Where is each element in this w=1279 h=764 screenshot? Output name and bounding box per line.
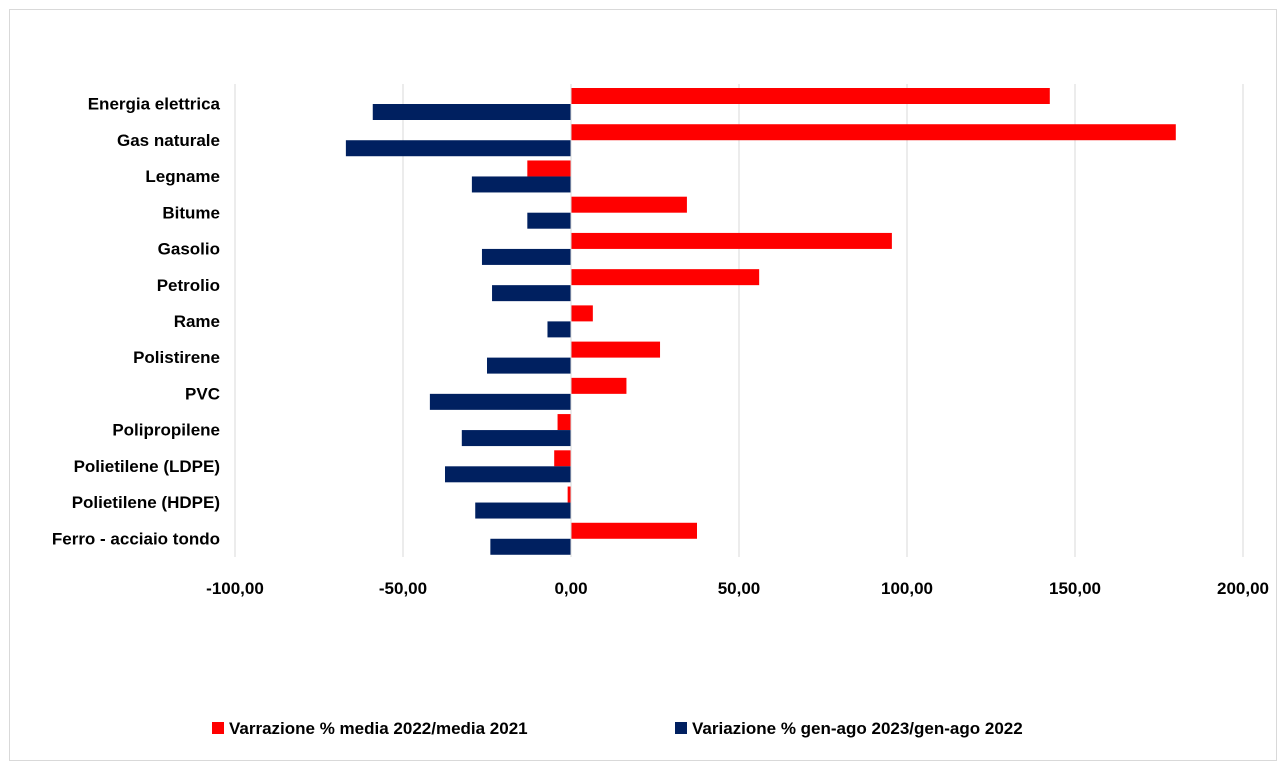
x-tick-label: 50,00 <box>718 579 761 598</box>
bar-media-2022 <box>571 232 892 249</box>
x-tick-label: -100,00 <box>206 579 264 598</box>
bar-gen-ago-2023 <box>471 176 571 193</box>
x-tick-label: 0,00 <box>554 579 587 598</box>
bar-media-2022 <box>571 341 661 358</box>
legend-label: Varrazione % media 2022/media 2021 <box>229 719 528 738</box>
bar-media-2022 <box>554 450 571 467</box>
category-label: Petrolio <box>157 276 220 295</box>
bar-gen-ago-2023 <box>490 538 571 555</box>
bar-gen-ago-2023 <box>372 104 571 120</box>
category-label: Polietilene (HDPE) <box>72 493 220 512</box>
bar-media-2022 <box>557 414 571 431</box>
bar-media-2022 <box>571 124 1176 141</box>
bar-media-2022 <box>571 377 627 394</box>
bar-gen-ago-2023 <box>345 140 571 157</box>
bar-media-2022 <box>571 88 1050 104</box>
category-label: Bitume <box>162 203 220 222</box>
bar-gen-ago-2023 <box>527 212 571 229</box>
category-label: Ferro - acciaio tondo <box>52 529 220 548</box>
bar-gen-ago-2023 <box>487 357 571 374</box>
bar-media-2022 <box>571 522 697 539</box>
category-labels: Energia elettrica Gas naturale Legname Bitu… <box>52 95 221 549</box>
legend-label: Variazione % gen-ago 2023/gen-ago 2022 <box>692 719 1023 738</box>
category-label: Gas naturale <box>117 131 220 150</box>
bar-gen-ago-2023 <box>461 430 571 447</box>
bar-gen-ago-2023 <box>492 285 571 302</box>
x-tick-labels: -100,00 -50,00 0,00 50,00 100,00 150,00 200,00 <box>206 579 1269 598</box>
category-label: Polietilene (LDPE) <box>74 457 220 476</box>
bar-media-2022 <box>527 160 571 177</box>
gridlines <box>234 84 1244 557</box>
legend: Varrazione % media 2022/media 2021 Variaz… <box>212 719 1023 738</box>
bars <box>345 84 1176 557</box>
category-label: Rame <box>174 312 220 331</box>
bar-media-2022 <box>571 305 593 322</box>
x-tick-label: 100,00 <box>881 579 933 598</box>
x-tick-label: 150,00 <box>1049 579 1101 598</box>
bar-media-2022 <box>571 269 760 286</box>
x-tick-label: -50,00 <box>379 579 427 598</box>
legend-swatch <box>212 722 224 734</box>
bar-gen-ago-2023 <box>475 502 571 519</box>
bar-gen-ago-2023 <box>481 248 571 265</box>
bar-media-2022 <box>567 486 571 503</box>
category-label: Polipropilene <box>112 421 220 440</box>
category-label: Gasolio <box>158 240 220 259</box>
category-label: Energia elettrica <box>88 95 221 114</box>
bar-gen-ago-2023 <box>429 393 571 410</box>
legend-swatch <box>675 722 687 734</box>
x-tick-label: 200,00 <box>1217 579 1269 598</box>
category-label: PVC <box>185 384 220 403</box>
category-label: Polistirene <box>133 348 220 367</box>
category-label: Legname <box>145 167 220 186</box>
bar-gen-ago-2023 <box>547 321 571 338</box>
bar-media-2022 <box>571 196 687 213</box>
bar-gen-ago-2023 <box>445 466 571 483</box>
